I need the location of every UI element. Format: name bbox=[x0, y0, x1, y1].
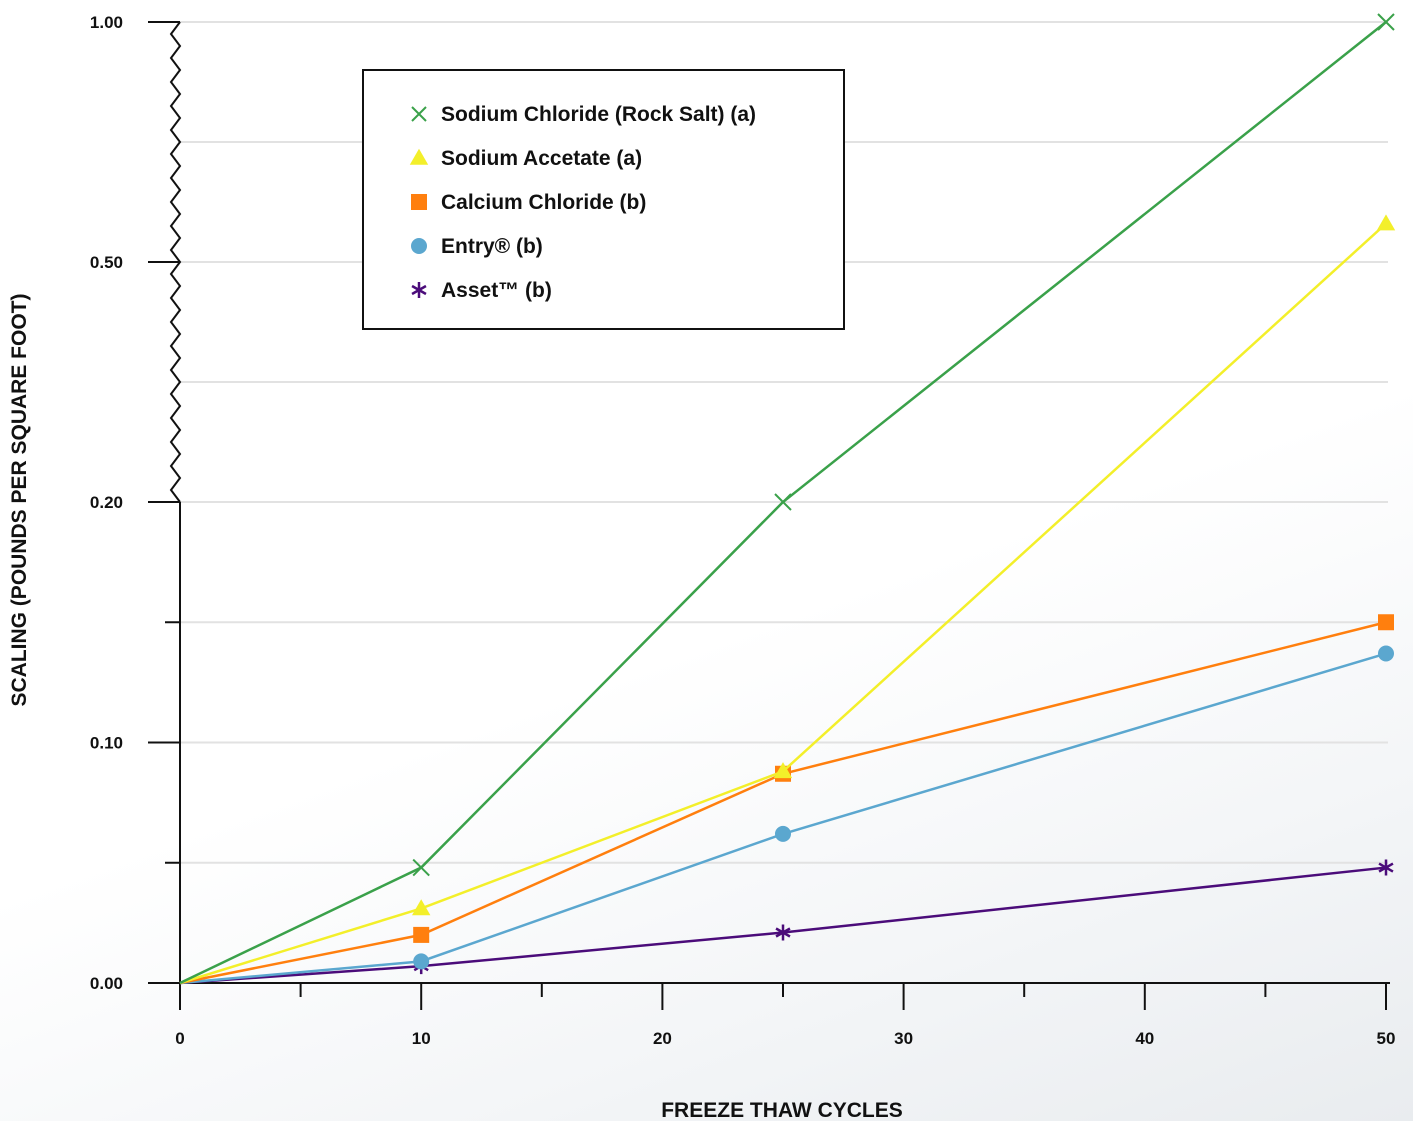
asterisk-marker bbox=[1378, 859, 1394, 876]
y-tick-label: 0.50 bbox=[90, 253, 123, 272]
x-tick-label: 20 bbox=[653, 1029, 672, 1048]
legend-box bbox=[362, 69, 845, 330]
series-line bbox=[179, 222, 1387, 985]
circle-marker bbox=[413, 953, 430, 970]
square-marker bbox=[413, 926, 430, 943]
triangle-marker bbox=[1376, 214, 1396, 231]
asterisk-marker bbox=[775, 924, 791, 941]
series-group bbox=[179, 13, 1396, 985]
square-marker bbox=[411, 194, 427, 210]
series-line bbox=[179, 652, 1387, 985]
triangle-marker bbox=[773, 762, 793, 779]
series-line bbox=[179, 866, 1387, 985]
legend-label: Sodium Accetate (a) bbox=[441, 147, 642, 170]
x-tick-label: 10 bbox=[412, 1029, 431, 1048]
x-tick-label: 50 bbox=[1377, 1029, 1396, 1048]
series-line bbox=[179, 21, 1387, 985]
y-axis-title: SCALING (POUNDS PER SQUARE FOOT) bbox=[8, 293, 31, 706]
y-tick-label: 0.10 bbox=[90, 734, 123, 753]
series-line bbox=[179, 621, 1387, 985]
x-tick-label: 40 bbox=[1135, 1029, 1154, 1048]
series-triangle bbox=[179, 214, 1396, 985]
triangle-marker bbox=[412, 899, 431, 916]
series-circle bbox=[179, 645, 1394, 985]
axes: 0.00 0.10 0.20 0.50 1.00 0 10 20 30 40 50 bbox=[90, 13, 1396, 1048]
legend-label: Calcium Chloride (b) bbox=[441, 191, 646, 214]
x-marker bbox=[774, 493, 792, 511]
legend: Sodium Chloride (Rock Salt) (a) Sodium Ac… bbox=[362, 69, 845, 330]
legend-label: Asset™ (b) bbox=[441, 279, 552, 302]
circle-marker bbox=[411, 238, 427, 254]
circle-marker bbox=[1378, 645, 1394, 662]
series-asterisk bbox=[179, 859, 1394, 985]
x-tick-label: 30 bbox=[894, 1029, 913, 1048]
circle-marker bbox=[775, 825, 791, 842]
x-marker bbox=[412, 858, 430, 877]
asterisk-marker bbox=[411, 282, 427, 298]
x-tick-label: 0 bbox=[175, 1029, 184, 1048]
x-marker bbox=[411, 106, 427, 122]
x-marker bbox=[1377, 13, 1395, 31]
legend-label: Sodium Chloride (Rock Salt) (a) bbox=[441, 103, 756, 126]
x-axis-title: FREEZE THAW CYCLES bbox=[661, 1099, 903, 1121]
series-x bbox=[179, 13, 1395, 985]
y-tick-label: 0.20 bbox=[90, 493, 123, 512]
legend-label: Entry® (b) bbox=[441, 235, 543, 258]
y-tick-label: 1.00 bbox=[90, 13, 123, 32]
y-tick-label: 0.00 bbox=[90, 974, 123, 993]
triangle-marker bbox=[409, 148, 429, 165]
square-marker bbox=[1378, 614, 1394, 631]
